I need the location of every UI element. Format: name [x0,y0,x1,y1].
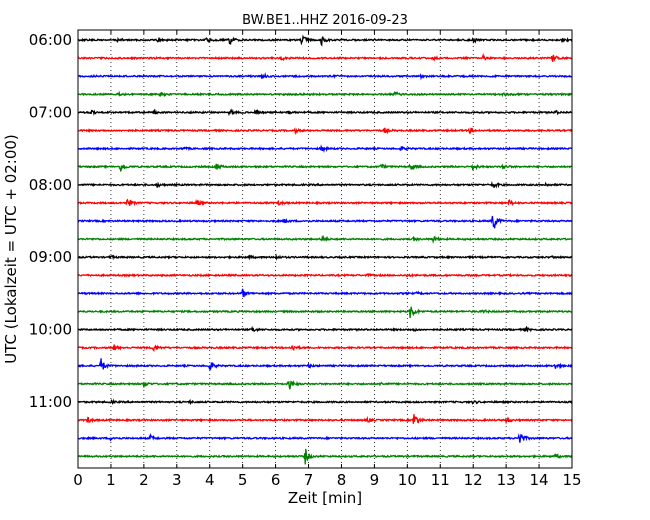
x-tick-label: 7 [304,471,314,489]
trace-0845 [77,234,573,245]
y-tick-label: 07:00 [29,103,72,121]
trace-0600 [77,34,573,47]
trace-1045 [77,379,573,390]
trace-rows [77,34,573,465]
trace-0630 [77,71,573,81]
x-axis-ticks: 0 1 2 3 4 5 6 7 8 9 10 11 12 13 14 15 [73,30,582,489]
y-tick-label: 11:00 [29,393,72,411]
trace-0815 [77,198,573,207]
trace-1030 [77,358,573,372]
x-tick-label: 3 [172,471,182,489]
x-tick-label: 13 [497,471,516,489]
y-tick-label: 08:00 [29,176,72,194]
trace-1000 [77,325,573,333]
x-tick-label: 1 [106,471,116,489]
x-tick-label: 12 [464,471,483,489]
y-axis-ticks: 06:00 07:00 08:00 09:00 10:00 11:00 [29,31,572,411]
x-tick-label: 15 [562,471,581,489]
trace-0930 [77,288,573,298]
trace-1100 [77,398,573,405]
trace-0645 [77,90,573,98]
chart-title: BW.BE1..HHZ 2016-09-23 [242,13,408,28]
x-tick-label: 11 [431,471,450,489]
trace-0700 [77,108,573,117]
x-tick-label: 5 [238,471,248,489]
y-tick-label: 09:00 [29,248,72,266]
x-tick-label: 2 [139,471,149,489]
x-tick-label: 8 [337,471,347,489]
x-axis-label: Zeit [min] [288,489,362,507]
x-tick-label: 6 [271,471,281,489]
trace-0915 [77,272,573,278]
x-tick-label: 0 [73,471,83,489]
plot-frame [77,29,573,469]
trace-1130 [77,432,573,443]
trace-0730 [77,144,573,153]
x-tick-label: 14 [530,471,549,489]
trace-0715 [77,127,573,136]
trace-1145 [77,448,573,465]
trace-0615 [77,52,572,62]
y-tick-label: 10:00 [29,321,72,339]
trace-1115 [77,414,573,425]
trace-0745 [77,163,573,172]
trace-1015 [77,344,573,352]
trace-0900 [77,253,573,261]
trace-0945 [77,306,573,318]
trace-0830 [77,215,573,229]
trace-0800 [77,180,573,189]
y-axis-label: UTC (Lokalzeit = UTC + 02:00) [2,134,20,364]
y-tick-label: 06:00 [29,31,72,49]
x-tick-label: 10 [398,471,417,489]
x-tick-label: 9 [370,471,380,489]
x-tick-label: 4 [205,471,215,489]
